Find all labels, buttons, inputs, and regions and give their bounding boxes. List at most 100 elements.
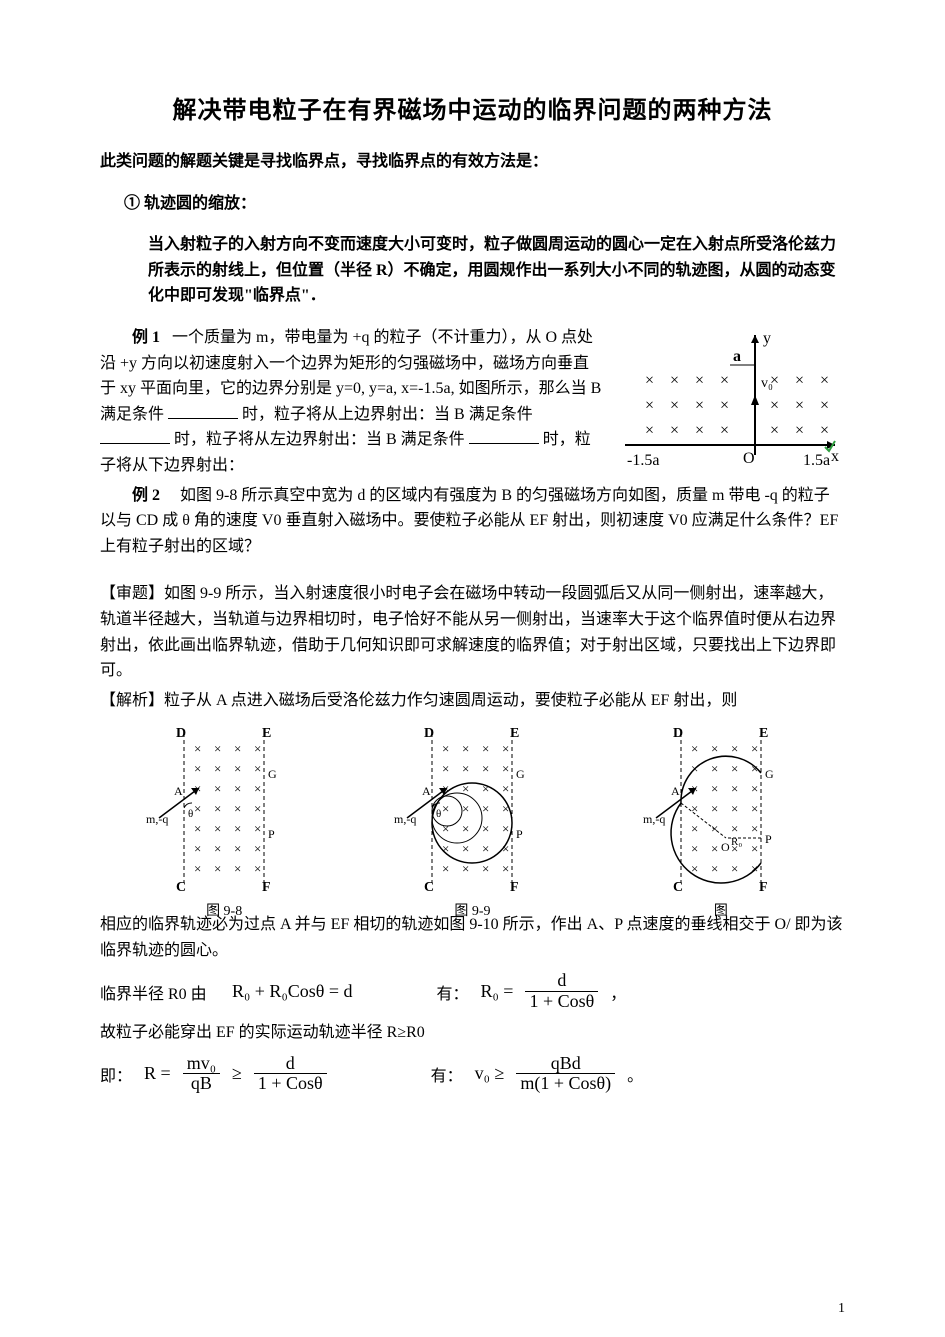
svg-text:F: F xyxy=(510,880,519,893)
jiexi-label: 【解析】 xyxy=(100,692,164,709)
svg-text:×: × xyxy=(254,861,261,876)
svg-text:×: × xyxy=(731,761,738,776)
shenti: 【审题】如图 9-9 所示，当入射速度很小时电子会在磁场中转动一段圆弧后又从同一… xyxy=(100,581,845,683)
svg-text:×: × xyxy=(194,741,201,756)
eq-r0: 临界半径 R0 由 R₀ + R₀Cosθ = d 有： R₀ = d 1 + … xyxy=(100,971,845,1012)
svg-text:×: × xyxy=(695,422,704,439)
svg-text:×: × xyxy=(670,397,679,414)
svg-text:P: P xyxy=(516,827,523,841)
blank-field[interactable] xyxy=(100,427,170,444)
r0-tail: ， xyxy=(610,980,626,1004)
svg-text:×: × xyxy=(711,741,718,756)
svg-text:×: × xyxy=(645,422,654,439)
svg-text:F: F xyxy=(759,880,768,893)
svg-text:×: × xyxy=(770,422,779,439)
svg-text:×: × xyxy=(695,397,704,414)
svg-text:×: × xyxy=(720,422,729,439)
svg-text:×: × xyxy=(731,741,738,756)
svg-text:×: × xyxy=(442,741,449,756)
svg-text:C: C xyxy=(176,880,186,893)
svg-text:P: P xyxy=(765,832,772,846)
ex1-body-c: 时，粒子将从左边界射出：当 B 满足条件 xyxy=(174,431,465,448)
r-frac2: d 1 + Cosθ xyxy=(254,1054,327,1095)
ex2-body: 如图 9-8 所示真空中宽为 d 的区域内有强度为 B 的匀强磁场方向如图，质量… xyxy=(100,487,838,555)
page-title: 解决带电粒子在有界磁场中运动的临界问题的两种方法 xyxy=(100,90,845,125)
svg-text:×: × xyxy=(502,801,509,816)
figure-1: y x a v₀ ×××× ××× ×××× ××× ×××× ××× -1.5… xyxy=(615,325,845,475)
shenti-label: 【审题】 xyxy=(100,585,164,602)
figure-9-9: D E C F ×××× ×××× ×××× ×××× ×××× ×××× ××… xyxy=(392,723,552,920)
svg-text:×: × xyxy=(234,741,241,756)
svg-text:×: × xyxy=(482,841,489,856)
svg-text:×: × xyxy=(670,422,679,439)
svg-text:×: × xyxy=(214,781,221,796)
v-lead: 有： xyxy=(431,1062,463,1086)
svg-text:×: × xyxy=(502,741,509,756)
svg-text:×: × xyxy=(502,861,509,876)
svg-text:G: G xyxy=(268,767,277,781)
svg-text:θ: θ xyxy=(188,808,193,820)
method1-head: ① 轨迹圆的缩放： xyxy=(124,191,845,217)
r0-lead: 临界半径 R0 由 xyxy=(100,980,220,1004)
svg-text:D: D xyxy=(176,726,186,741)
svg-text:×: × xyxy=(711,781,718,796)
svg-text:×: × xyxy=(751,801,758,816)
svg-text:×: × xyxy=(770,397,779,414)
svg-text:×: × xyxy=(254,761,261,776)
svg-text:×: × xyxy=(254,781,261,796)
after-figs: 相应的临界轨迹必为过点 A 并与 EF 相切的轨迹如图 9-10 所示，作出 A… xyxy=(100,912,845,963)
svg-text:×: × xyxy=(770,372,779,389)
svg-text:×: × xyxy=(695,372,704,389)
ex1-body-b: 时，粒子将从上边界射出：当 B 满足条件 xyxy=(242,406,533,423)
svg-text:×: × xyxy=(214,761,221,776)
svg-text:×: × xyxy=(442,821,449,836)
svg-text:×: × xyxy=(751,841,758,856)
svg-text:×: × xyxy=(194,801,201,816)
svg-text:m,-q: m,-q xyxy=(146,812,168,826)
svg-text:×: × xyxy=(482,761,489,776)
svg-text:×: × xyxy=(194,841,201,856)
svg-text:×: × xyxy=(751,821,758,836)
svg-text:×: × xyxy=(820,372,829,389)
svg-text:×: × xyxy=(670,372,679,389)
svg-text:×: × xyxy=(194,761,201,776)
svg-text:×: × xyxy=(234,841,241,856)
svg-text:×: × xyxy=(502,821,509,836)
svg-text:×: × xyxy=(691,741,698,756)
svg-text:×: × xyxy=(751,741,758,756)
svg-text:×: × xyxy=(254,801,261,816)
svg-text:×: × xyxy=(482,861,489,876)
blank-field[interactable] xyxy=(469,427,539,444)
svg-text:×: × xyxy=(502,781,509,796)
example2: 例 2 如图 9-8 所示真空中宽为 d 的区域内有强度为 B 的匀强磁场方向如… xyxy=(100,483,845,560)
svg-text:O: O xyxy=(721,840,730,854)
svg-text:G: G xyxy=(516,767,525,781)
svg-text:×: × xyxy=(462,821,469,836)
svg-text:×: × xyxy=(711,801,718,816)
svg-text:×: × xyxy=(462,841,469,856)
r-eq-l: R = xyxy=(144,1063,171,1084)
r0-eq1: R₀ + R₀Cosθ = d xyxy=(232,981,353,1002)
svg-text:×: × xyxy=(751,781,758,796)
svg-text:E: E xyxy=(262,726,271,741)
eq-r: 即： R = mv₀ qB ≥ d 1 + Cosθ 有： v₀ ≥ qBd m… xyxy=(100,1054,845,1095)
example1-text: 例 1 一个质量为 m，带电量为 +q 的粒子（不计重力），从 O 点处沿 +y… xyxy=(100,325,603,483)
svg-text:m,-q: m,-q xyxy=(643,812,665,826)
svg-text:×: × xyxy=(820,397,829,414)
svg-text:×: × xyxy=(462,801,469,816)
blank-field[interactable] xyxy=(168,402,238,419)
intro: 此类问题的解题关键是寻找临界点，寻找临界点的有效方法是： xyxy=(100,149,845,175)
svg-text:×: × xyxy=(731,861,738,876)
svg-text:×: × xyxy=(442,861,449,876)
svg-text:×: × xyxy=(254,741,261,756)
svg-text:×: × xyxy=(482,781,489,796)
svg-text:×: × xyxy=(711,761,718,776)
svg-text:×: × xyxy=(691,821,698,836)
svg-text:×: × xyxy=(731,821,738,836)
svg-text:×: × xyxy=(462,741,469,756)
svg-text:m,-q: m,-q xyxy=(394,812,416,826)
svg-text:A: A xyxy=(174,784,183,798)
svg-text:×: × xyxy=(645,372,654,389)
v-frac: qBd m(1 + Cosθ) xyxy=(516,1054,615,1095)
svg-text:×: × xyxy=(731,801,738,816)
